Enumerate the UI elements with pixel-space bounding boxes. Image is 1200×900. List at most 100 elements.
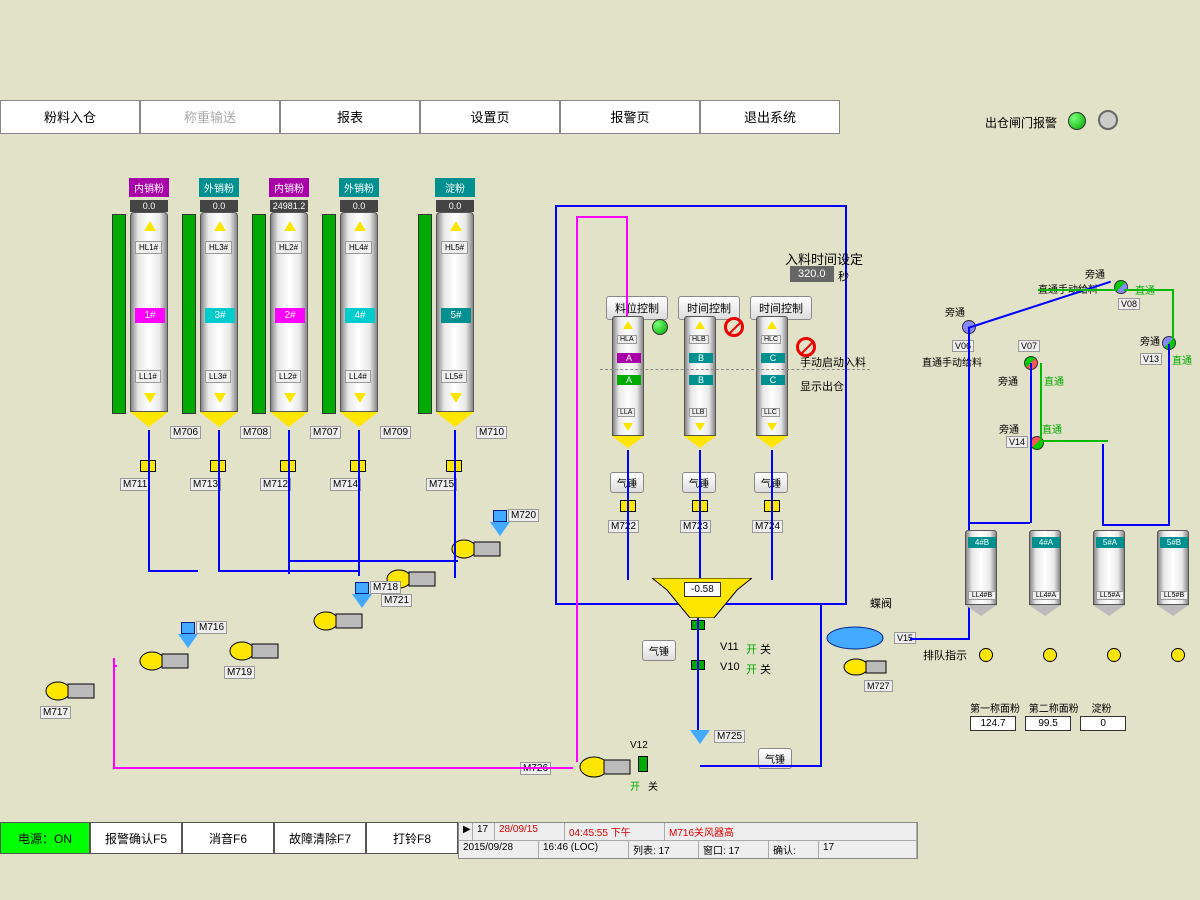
v11-open[interactable]: 开 xyxy=(746,641,757,657)
M719-motor-icon xyxy=(226,638,282,664)
gate-alarm-led-2 xyxy=(1098,110,1118,130)
nav-powder-in[interactable]: 粉料入仓 xyxy=(0,100,140,134)
silo-3-body: HL4# 4# LL4# xyxy=(340,212,378,412)
mid-0-hl: HLA xyxy=(617,335,637,344)
silo-4-body: HL5# 5# LL5# xyxy=(436,212,474,412)
nav-weigh-feed[interactable]: 称重输送 xyxy=(140,100,280,134)
silo-3-top-val: 0.0 xyxy=(340,200,378,212)
silo-2-arrow-dn-icon xyxy=(284,393,296,403)
power-btn[interactable]: 电源：ON xyxy=(0,822,90,854)
v10-close[interactable]: 关 xyxy=(760,661,771,677)
mute-btn[interactable]: 消音F6 xyxy=(182,822,274,854)
status-tm: 16:46 (LOC) xyxy=(539,841,629,858)
bell-btn[interactable]: 打铃F8 xyxy=(366,822,458,854)
gate-alarm-led xyxy=(1068,112,1086,130)
silo-0-gauge xyxy=(112,214,126,414)
silo-1-arrow-up-icon xyxy=(214,221,226,231)
feed-time-unit: 秒 xyxy=(838,268,849,284)
mid-2-arrow-dn-icon xyxy=(767,423,777,431)
v08-label: V08 xyxy=(1118,298,1140,310)
v12-label: V12 xyxy=(630,740,648,751)
mid-2-cone-icon xyxy=(756,436,788,448)
v06-label: V06 xyxy=(952,340,974,352)
M717-label: M717 xyxy=(40,706,71,719)
weight-label-2: 第二称面粉 xyxy=(1029,704,1079,715)
M718-hopper-icon xyxy=(352,594,372,608)
v13-bypass: 旁通 xyxy=(1140,333,1160,348)
gate-alarm-label: 出仓闸门报警 xyxy=(985,114,1057,131)
M716-motor-icon xyxy=(136,648,192,674)
silo-0-cone-icon xyxy=(130,412,168,427)
out-1-tag: 4#A xyxy=(1032,537,1060,548)
silo-4-m1: M710 xyxy=(476,426,507,439)
silo-2-arrow-up-icon xyxy=(284,221,296,231)
out-2-ll: LL5#A xyxy=(1096,591,1124,600)
v12-close[interactable]: 关 xyxy=(648,778,658,793)
silo-3-tag: 4# xyxy=(345,308,375,323)
silo-0-hl: HL1# xyxy=(135,241,162,254)
feed-time-value[interactable]: 320.0 xyxy=(790,266,834,282)
silo-0-body: HL1# 1# LL1# xyxy=(130,212,168,412)
mid-0-a: A xyxy=(617,353,641,363)
silo-3-arrow-up-icon xyxy=(354,221,366,231)
silo-0-top-val: 0.0 xyxy=(130,200,168,212)
silo-0-m2: M711 xyxy=(120,478,150,491)
silo-4-ll: LL5# xyxy=(441,370,467,383)
dash-line xyxy=(600,369,870,370)
silo-4-m2: M715 xyxy=(426,478,457,491)
silo-1-ll: LL3# xyxy=(205,370,231,383)
silo-0-m1: M706 xyxy=(170,426,201,439)
silo-3-m2: M714 xyxy=(330,478,361,491)
out-1-cone-icon xyxy=(1029,605,1061,616)
out-3-tag: 5#B xyxy=(1160,537,1188,548)
queue-led-3 xyxy=(1107,648,1121,662)
v14-label: V14 xyxy=(1006,436,1028,448)
mid-0-body: HLA A A LLA xyxy=(612,316,644,436)
out-1-ll: LL4#A xyxy=(1032,591,1060,600)
v12-open[interactable]: 开 xyxy=(630,778,640,793)
silo-2-m1: M707 xyxy=(310,426,341,439)
v11-close[interactable]: 关 xyxy=(760,641,771,657)
status-idx: 17 xyxy=(473,823,495,840)
silo-2-ll: LL2# xyxy=(275,370,301,383)
weight-val-2: 99.5 xyxy=(1025,716,1071,731)
M717-motor-icon xyxy=(42,678,98,704)
nav-exit[interactable]: 退出系统 xyxy=(700,100,840,134)
silo-4-hl: HL5# xyxy=(441,241,468,254)
out-0-cone-icon xyxy=(965,605,997,616)
silo-2-hl: HL2# xyxy=(275,241,302,254)
mid-0-cone-icon xyxy=(612,436,644,448)
v08-valve-icon[interactable] xyxy=(1114,280,1128,294)
out-2-body: 5#A LL5#A xyxy=(1093,530,1125,605)
alarm-ack-btn[interactable]: 报警确认F5 xyxy=(90,822,182,854)
mid-2-body: HLC C C LLC xyxy=(756,316,788,436)
silo-4-arrow-up-icon xyxy=(450,221,462,231)
v07-label: V07 xyxy=(1018,340,1040,352)
M718-box-icon xyxy=(355,582,369,594)
v10-open[interactable]: 开 xyxy=(746,661,757,677)
silo-3-ll: LL4# xyxy=(345,370,371,383)
M720-box-icon xyxy=(493,510,507,522)
manual-start-label: 手动启动入料 xyxy=(800,354,866,370)
nav-report[interactable]: 报表 xyxy=(280,100,420,134)
M716-hopper-icon xyxy=(178,634,198,648)
mid-0-ll: LLA xyxy=(617,408,635,417)
mid-1-m: M723 xyxy=(680,520,711,533)
fault-clear-btn[interactable]: 故障清除F7 xyxy=(274,822,366,854)
weigh-hammer[interactable]: 气锤 xyxy=(642,640,676,661)
silo-1-body: HL3# 3# LL3# xyxy=(200,212,238,412)
status-bar: ▶ 17 28/09/15 04:45:55 下午 M716关风器高 2015/… xyxy=(458,822,918,859)
status-list: 列表: 17 xyxy=(629,841,699,858)
nav-alarm[interactable]: 报警页 xyxy=(560,100,700,134)
out-2-cone-icon xyxy=(1093,605,1125,616)
M718-label: M718 xyxy=(370,581,401,594)
out-0-ll: LL4#B xyxy=(968,591,996,600)
silo-2-label: 内销粉 xyxy=(269,178,309,197)
v13-label: V13 xyxy=(1140,353,1162,365)
nav-settings[interactable]: 设置页 xyxy=(420,100,560,134)
m725-hopper-icon xyxy=(690,730,710,744)
silo-1-gauge xyxy=(182,214,196,414)
weight-label-3: 淀粉 xyxy=(1092,704,1112,715)
mid-2-hl: HLC xyxy=(761,335,781,344)
silo-1-m1: M708 xyxy=(240,426,271,439)
